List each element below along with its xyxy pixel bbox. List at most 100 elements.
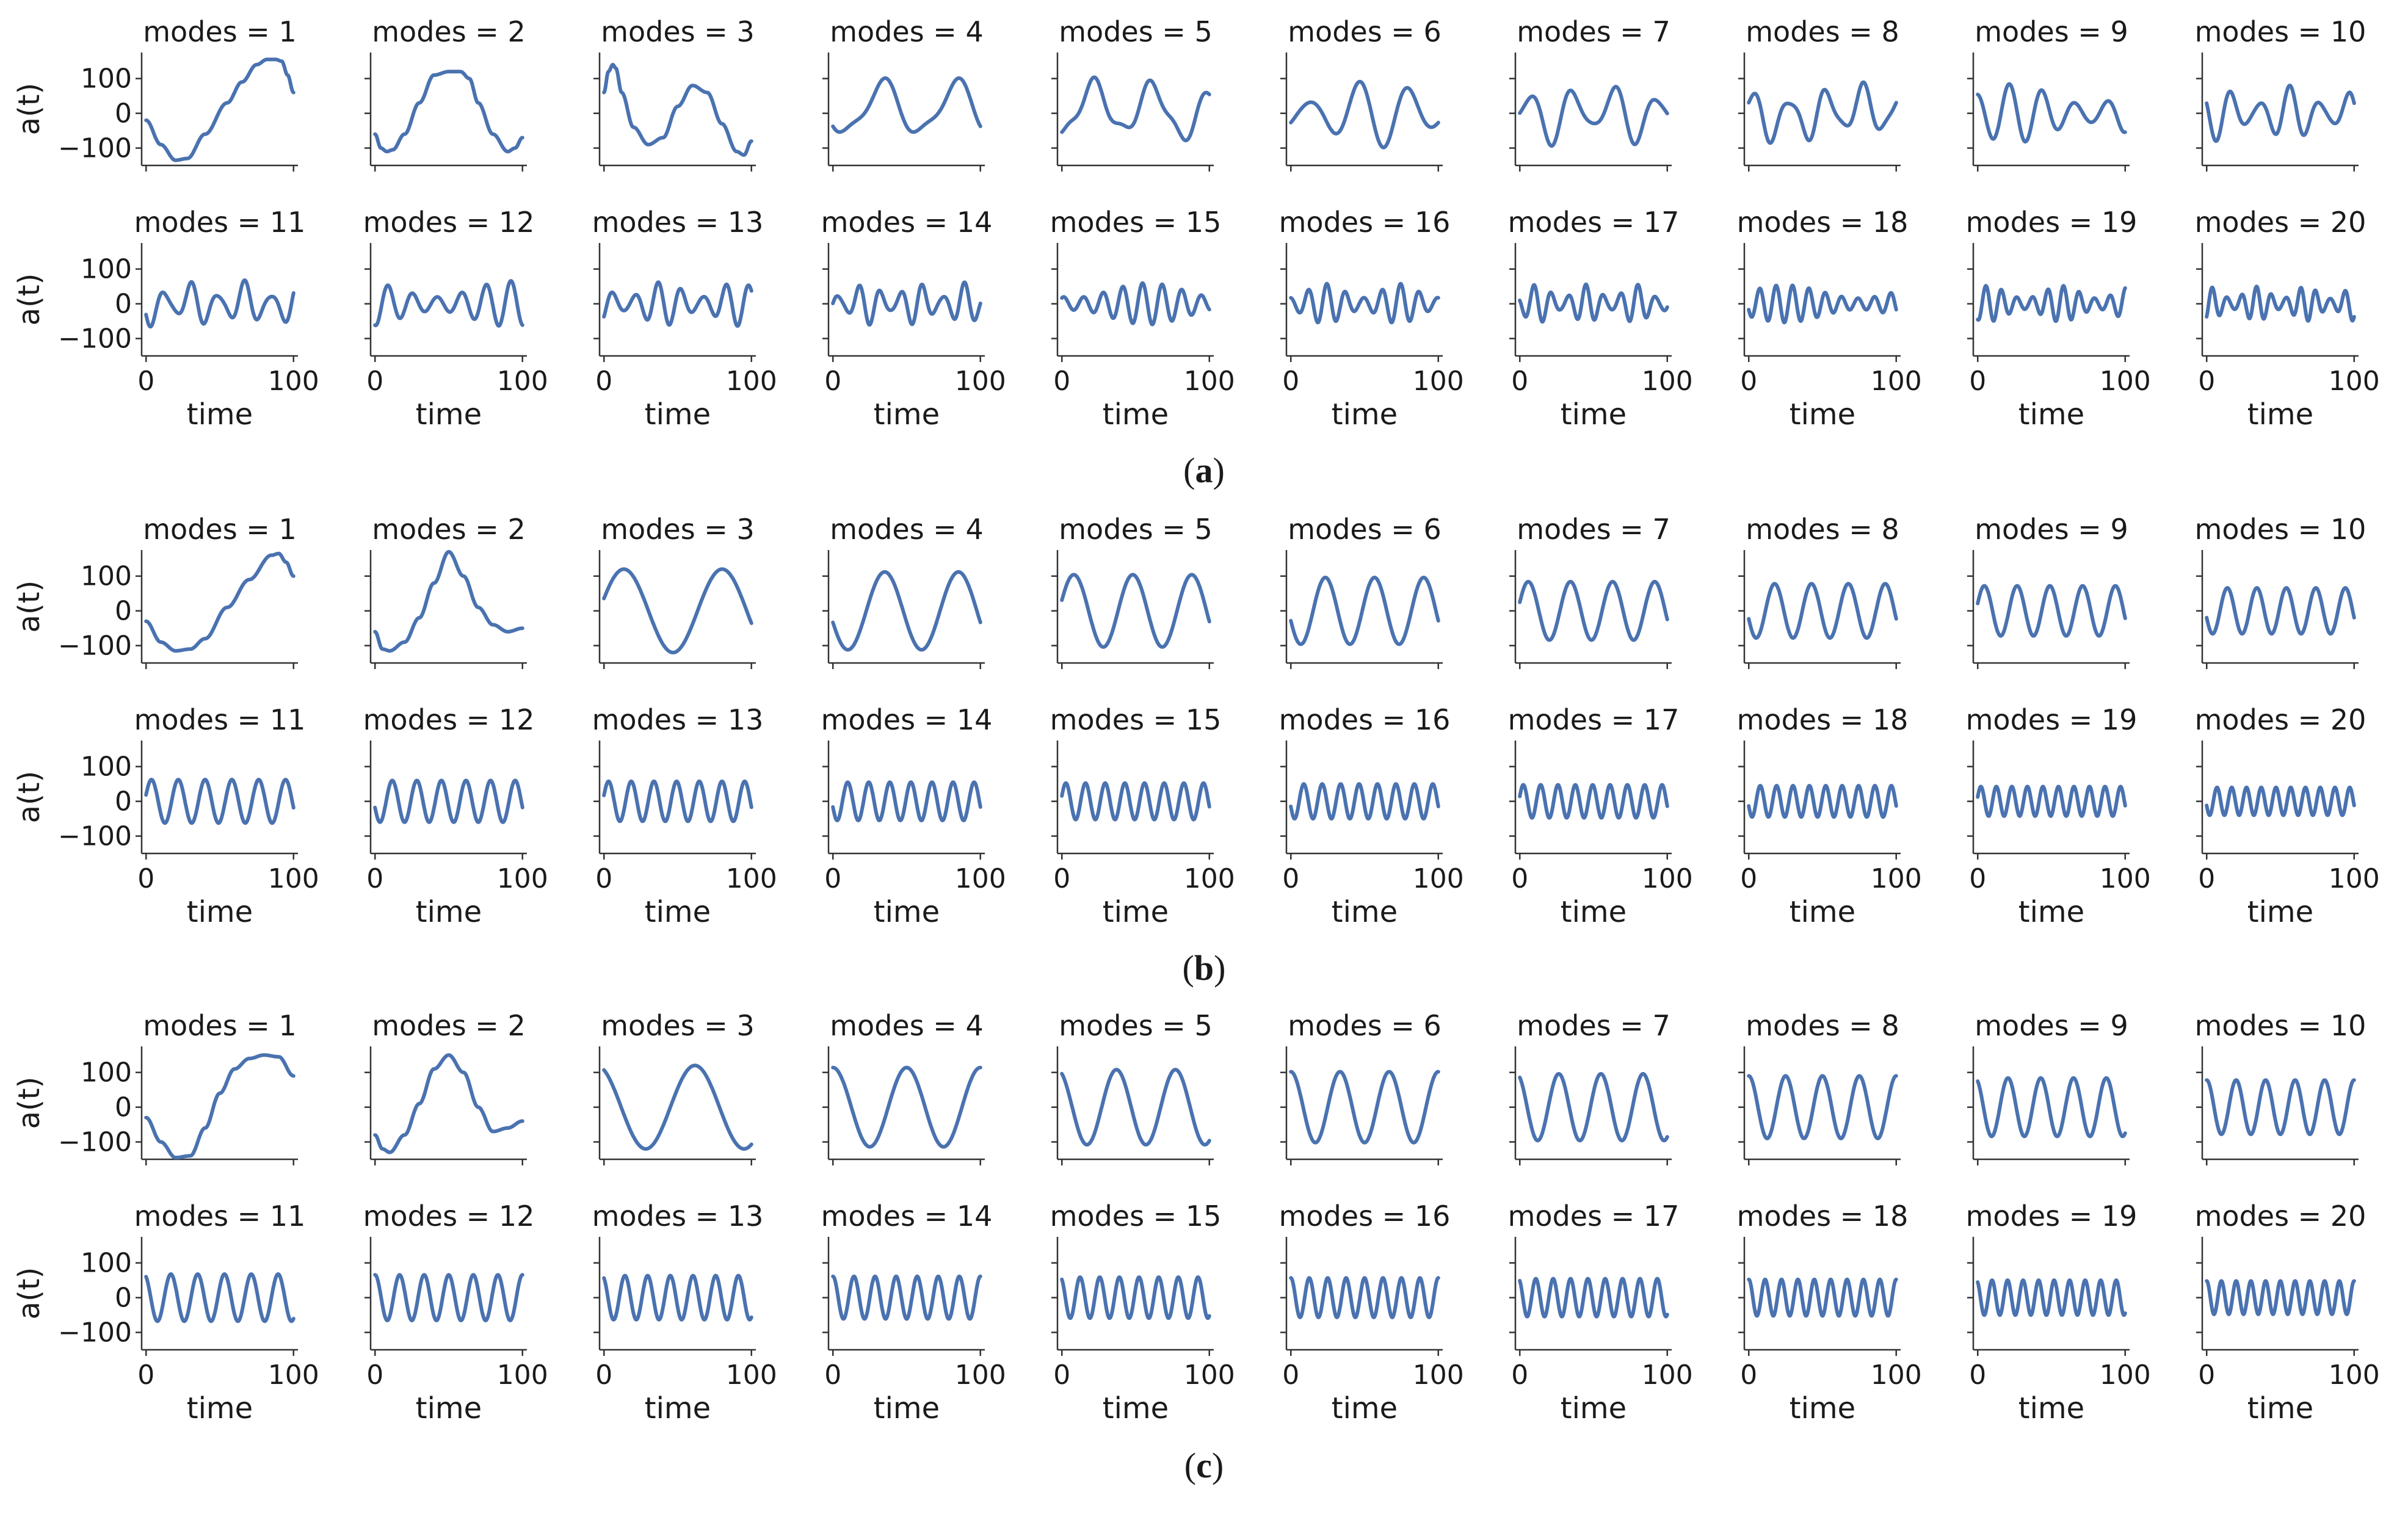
series-line-modes-18 <box>1747 283 1898 325</box>
subplot-title: modes = 9 <box>1975 1009 2128 1042</box>
subplot-a-modes-5: modes = 5 <box>1051 15 1214 172</box>
subplot-b-modes-6: modes = 6 <box>1280 513 1443 669</box>
y-tick-label: 0 <box>115 786 132 817</box>
x-tick-label: 100 <box>2100 366 2151 397</box>
subplot-b-modes-3: modes = 3 <box>593 513 756 669</box>
x-tick-label: 0 <box>595 366 612 397</box>
subplot-title: modes = 6 <box>1288 513 1441 546</box>
x-axis-label: time <box>874 1391 940 1425</box>
y-axis-label: a(t) <box>12 581 46 633</box>
subplot-title: modes = 15 <box>1050 703 1222 736</box>
subplot-title: modes = 6 <box>1288 15 1441 48</box>
subplot-title: modes = 15 <box>1050 1200 1222 1233</box>
subplot-a-modes-7: modes = 7 <box>1509 15 1672 172</box>
subplot-title: modes = 4 <box>830 1009 983 1042</box>
x-axis-label: time <box>645 1391 711 1425</box>
subplot-title: modes = 1 <box>143 15 296 48</box>
subplot-title: modes = 3 <box>601 15 754 48</box>
subplot-title: modes = 20 <box>2195 703 2366 736</box>
x-tick-label: 0 <box>1511 366 1528 397</box>
series-line-modes-1 <box>144 551 296 653</box>
subplot-c-modes-18: modes = 18 0 100 time <box>1737 1200 1922 1425</box>
subplot-title: modes = 9 <box>1975 15 2128 48</box>
subplot-b-modes-9: modes = 9 <box>1967 513 2130 669</box>
subplot-title: modes = 17 <box>1508 206 1680 239</box>
subplot-a-modes-10: modes = 10 <box>2195 15 2366 172</box>
subplot-c-modes-4: modes = 4 <box>822 1009 985 1165</box>
x-tick-label: 100 <box>955 366 1006 397</box>
y-axis-label: a(t) <box>12 273 46 326</box>
x-axis-label: time <box>1561 895 1626 929</box>
subplot-title: modes = 6 <box>1288 1009 1441 1042</box>
subplot-b-modes-2: modes = 2 <box>364 513 527 669</box>
subplot-c-modes-16: modes = 16 0 100 time <box>1279 1200 1464 1425</box>
x-tick-label: 100 <box>268 366 319 397</box>
x-tick-label: 100 <box>1871 1360 1922 1391</box>
subplot-c-modes-10: modes = 10 <box>2195 1009 2366 1165</box>
subplot-c-modes-15: modes = 15 0 100 time <box>1050 1200 1235 1425</box>
x-tick-label: 0 <box>1969 366 1986 397</box>
y-tick-label: 100 <box>81 1057 132 1088</box>
y-axis-label: a(t) <box>12 1267 46 1320</box>
subplot-title: modes = 19 <box>1966 206 2138 239</box>
subplot-b-modes-13: modes = 13 0 100 time <box>592 703 777 929</box>
subplot-title: modes = 4 <box>830 513 983 546</box>
y-tick-label: −100 <box>58 821 132 852</box>
series-line-modes-1 <box>144 57 296 162</box>
series-line-modes-19 <box>1976 284 2127 324</box>
x-tick-label: 0 <box>1969 863 1986 894</box>
x-axis-label: time <box>645 895 711 929</box>
subplot-c-modes-5: modes = 5 <box>1051 1009 1214 1165</box>
subplot-b-modes-4: modes = 4 <box>822 513 985 669</box>
subplot-title: modes = 8 <box>1746 1009 1899 1042</box>
subplot-title: modes = 2 <box>372 15 525 48</box>
x-tick-label: 0 <box>824 1360 841 1391</box>
series-line-modes-17 <box>1518 282 1669 324</box>
y-tick-label: 100 <box>81 254 132 285</box>
x-tick-label: 0 <box>1511 1360 1528 1391</box>
subplot-title: modes = 13 <box>592 206 764 239</box>
subplot-c-modes-9: modes = 9 <box>1967 1009 2130 1165</box>
subplot-b-modes-19: modes = 19 0 100 time <box>1966 703 2151 929</box>
series-line-modes-2 <box>373 1053 524 1154</box>
x-axis-label: time <box>1332 397 1398 432</box>
subplot-title: modes = 5 <box>1059 1009 1212 1042</box>
x-tick-label: 0 <box>1053 1360 1070 1391</box>
x-axis-label: time <box>874 397 940 432</box>
x-axis-label: time <box>187 895 253 929</box>
subplot-title: modes = 1 <box>143 1009 296 1042</box>
x-axis-label: time <box>2247 397 2313 432</box>
x-tick-label: 0 <box>1969 1360 1986 1391</box>
y-tick-label: 0 <box>115 1283 132 1314</box>
x-tick-label: 100 <box>2329 366 2380 397</box>
subplot-b-modes-18: modes = 18 0 100 time <box>1737 703 1922 929</box>
x-tick-label: 100 <box>1642 366 1693 397</box>
series-line-modes-14 <box>831 280 982 327</box>
y-tick-label: 100 <box>81 63 132 95</box>
x-tick-label: 100 <box>726 366 777 397</box>
x-axis-label: time <box>2018 895 2084 929</box>
series-line-modes-19 <box>1976 784 2127 818</box>
x-tick-label: 0 <box>1740 366 1757 397</box>
series-line-modes-18 <box>1747 1277 1898 1318</box>
subplot-title: modes = 2 <box>372 1009 525 1042</box>
y-tick-label: 0 <box>115 98 132 129</box>
subplot-title: modes = 14 <box>821 206 993 239</box>
subplot-a-modes-19: modes = 19 0 100 time <box>1966 206 2151 432</box>
series-line-modes-18 <box>1747 784 1898 819</box>
subplot-title: modes = 20 <box>2195 206 2366 239</box>
series-line-modes-8 <box>1747 80 1898 145</box>
x-axis-label: time <box>1790 1391 1855 1425</box>
x-tick-label: 100 <box>955 1360 1006 1391</box>
x-tick-label: 0 <box>824 366 841 397</box>
x-tick-label: 100 <box>1184 366 1235 397</box>
y-tick-label: −100 <box>58 631 132 662</box>
subplot-a-modes-14: modes = 14 0 100 time <box>821 206 1006 432</box>
series-line-modes-2 <box>373 549 524 653</box>
subplot-title: modes = 20 <box>2195 1200 2366 1233</box>
x-tick-label: 0 <box>1282 863 1299 894</box>
x-tick-label: 0 <box>137 1360 154 1391</box>
subplot-b-modes-10: modes = 10 <box>2195 513 2366 669</box>
